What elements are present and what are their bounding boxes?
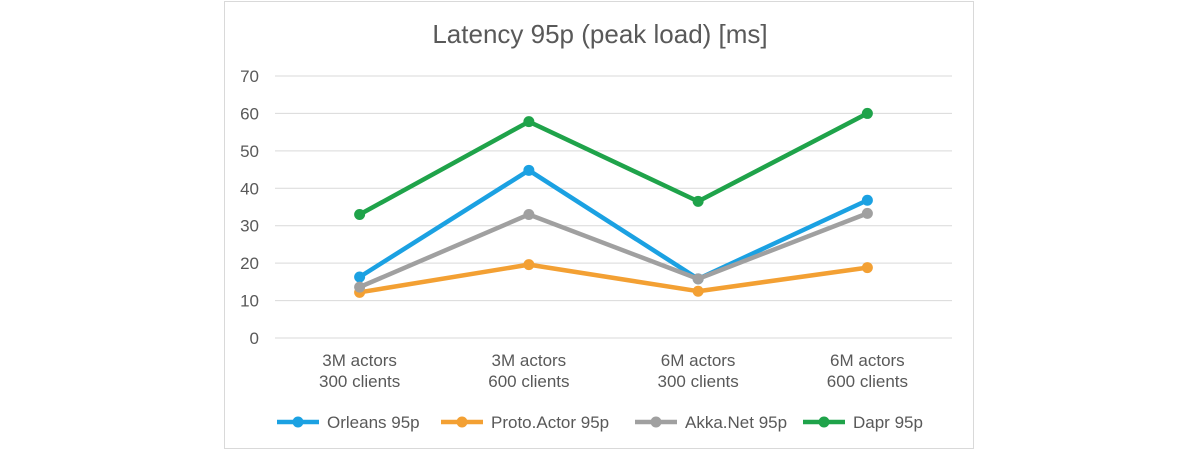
legend-marker	[650, 416, 662, 428]
data-point	[861, 107, 873, 119]
y-tick-label: 0	[250, 329, 259, 348]
data-point	[861, 194, 873, 206]
legend-label: Akka.Net 95p	[685, 413, 787, 432]
legend-item: Orleans 95p	[277, 413, 420, 432]
x-tick-label: 6M actors 600 clients	[827, 351, 908, 391]
series-lines	[354, 107, 873, 298]
data-point	[354, 281, 366, 293]
y-tick-label: 20	[240, 254, 259, 273]
data-point	[523, 259, 535, 271]
gridlines	[275, 75, 952, 339]
x-tick-label: 3M actors 300 clients	[319, 351, 400, 391]
legend-marker	[818, 416, 830, 428]
y-tick-label: 40	[240, 179, 259, 198]
legend-marker	[456, 416, 468, 428]
data-point	[692, 195, 704, 207]
data-point	[523, 164, 535, 176]
legend-item: Dapr 95p	[803, 413, 923, 432]
series-line	[357, 211, 870, 290]
data-point	[861, 262, 873, 274]
y-tick-label: 30	[240, 217, 259, 236]
legend-item: Proto.Actor 95p	[441, 413, 609, 432]
data-point	[354, 271, 366, 283]
legend-marker	[292, 416, 304, 428]
series-line	[357, 262, 870, 295]
y-axis: 0 10 20 30 40 50 60 70	[240, 67, 259, 348]
series-line	[357, 111, 870, 217]
series-akka-net-95p	[354, 207, 873, 293]
series-proto-actor-95p	[354, 259, 873, 298]
series-line	[357, 168, 870, 282]
y-tick-label: 10	[240, 292, 259, 311]
y-tick-label: 70	[240, 67, 259, 86]
x-axis: 3M actors 300 clients 3M actors 600 clients…	[319, 351, 908, 391]
x-tick-label: 3M actors 600 clients	[488, 351, 569, 391]
legend-label: Dapr 95p	[853, 413, 923, 432]
data-point	[523, 208, 535, 220]
data-point	[861, 207, 873, 219]
series-dapr-95p	[354, 107, 873, 220]
legend: Orleans 95p Proto.Actor 95p Akka.Net 95p Da…	[277, 413, 923, 432]
data-point	[523, 116, 535, 128]
chart-title: Latency 95p (peak load) [ms]	[432, 19, 767, 49]
series-orleans-95p	[354, 164, 873, 285]
data-point	[692, 285, 704, 297]
y-tick-label: 60	[240, 104, 259, 123]
data-point	[354, 208, 366, 220]
data-point	[692, 273, 704, 285]
legend-label: Proto.Actor 95p	[491, 413, 609, 432]
y-tick-label: 50	[240, 142, 259, 161]
legend-label: Orleans 95p	[327, 413, 420, 432]
legend-item: Akka.Net 95p	[635, 413, 787, 432]
x-tick-label: 6M actors 300 clients	[657, 351, 738, 391]
